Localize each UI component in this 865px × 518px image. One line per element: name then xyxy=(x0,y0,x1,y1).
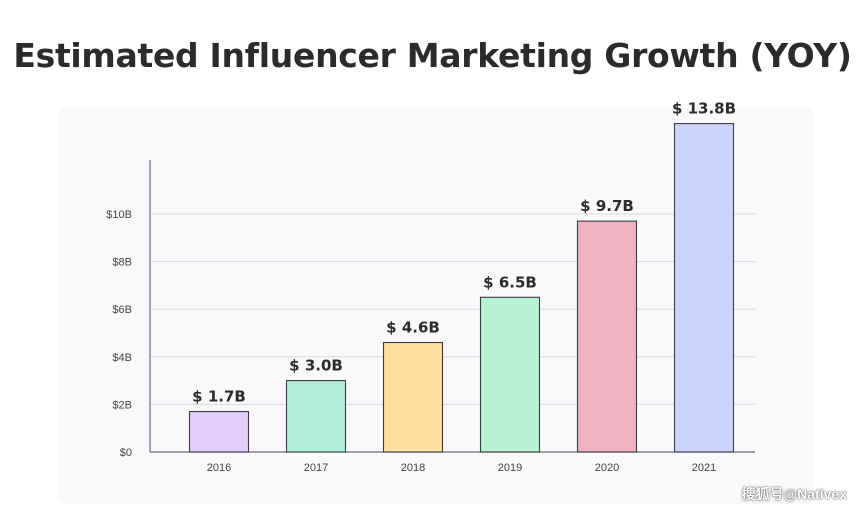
bar xyxy=(188,410,250,453)
x-tick-label: 2016 xyxy=(207,462,231,474)
bar xyxy=(576,220,638,453)
y-tick-label: $4B xyxy=(112,352,132,364)
data-label: $ 9.7B xyxy=(580,197,634,215)
y-tick-label: $8B xyxy=(112,257,132,269)
bar xyxy=(479,296,541,453)
bar xyxy=(285,380,347,453)
chart-title: Estimated Influencer Marketing Growth (Y… xyxy=(13,36,852,75)
y-tick-label: $2B xyxy=(112,399,132,411)
bar xyxy=(382,341,444,453)
x-tick-label: 2021 xyxy=(692,462,716,474)
watermark: 搜狐号@Nativex xyxy=(741,486,847,502)
x-tick-label: 2020 xyxy=(595,462,619,474)
data-label: $ 6.5B xyxy=(483,273,537,291)
x-tick-label: 2017 xyxy=(304,462,328,474)
x-tick-label: 2018 xyxy=(401,462,425,474)
y-tick-label: $10B xyxy=(106,209,132,221)
bar xyxy=(673,123,735,453)
data-label: $ 13.8B xyxy=(672,100,736,118)
y-tick-label: $6B xyxy=(112,304,132,316)
data-label: $ 3.0B xyxy=(289,357,343,375)
y-tick-label: $0 xyxy=(120,447,132,459)
data-label: $ 4.6B xyxy=(386,319,440,337)
x-tick-label: 2019 xyxy=(498,462,522,474)
data-label: $ 1.7B xyxy=(192,388,246,406)
